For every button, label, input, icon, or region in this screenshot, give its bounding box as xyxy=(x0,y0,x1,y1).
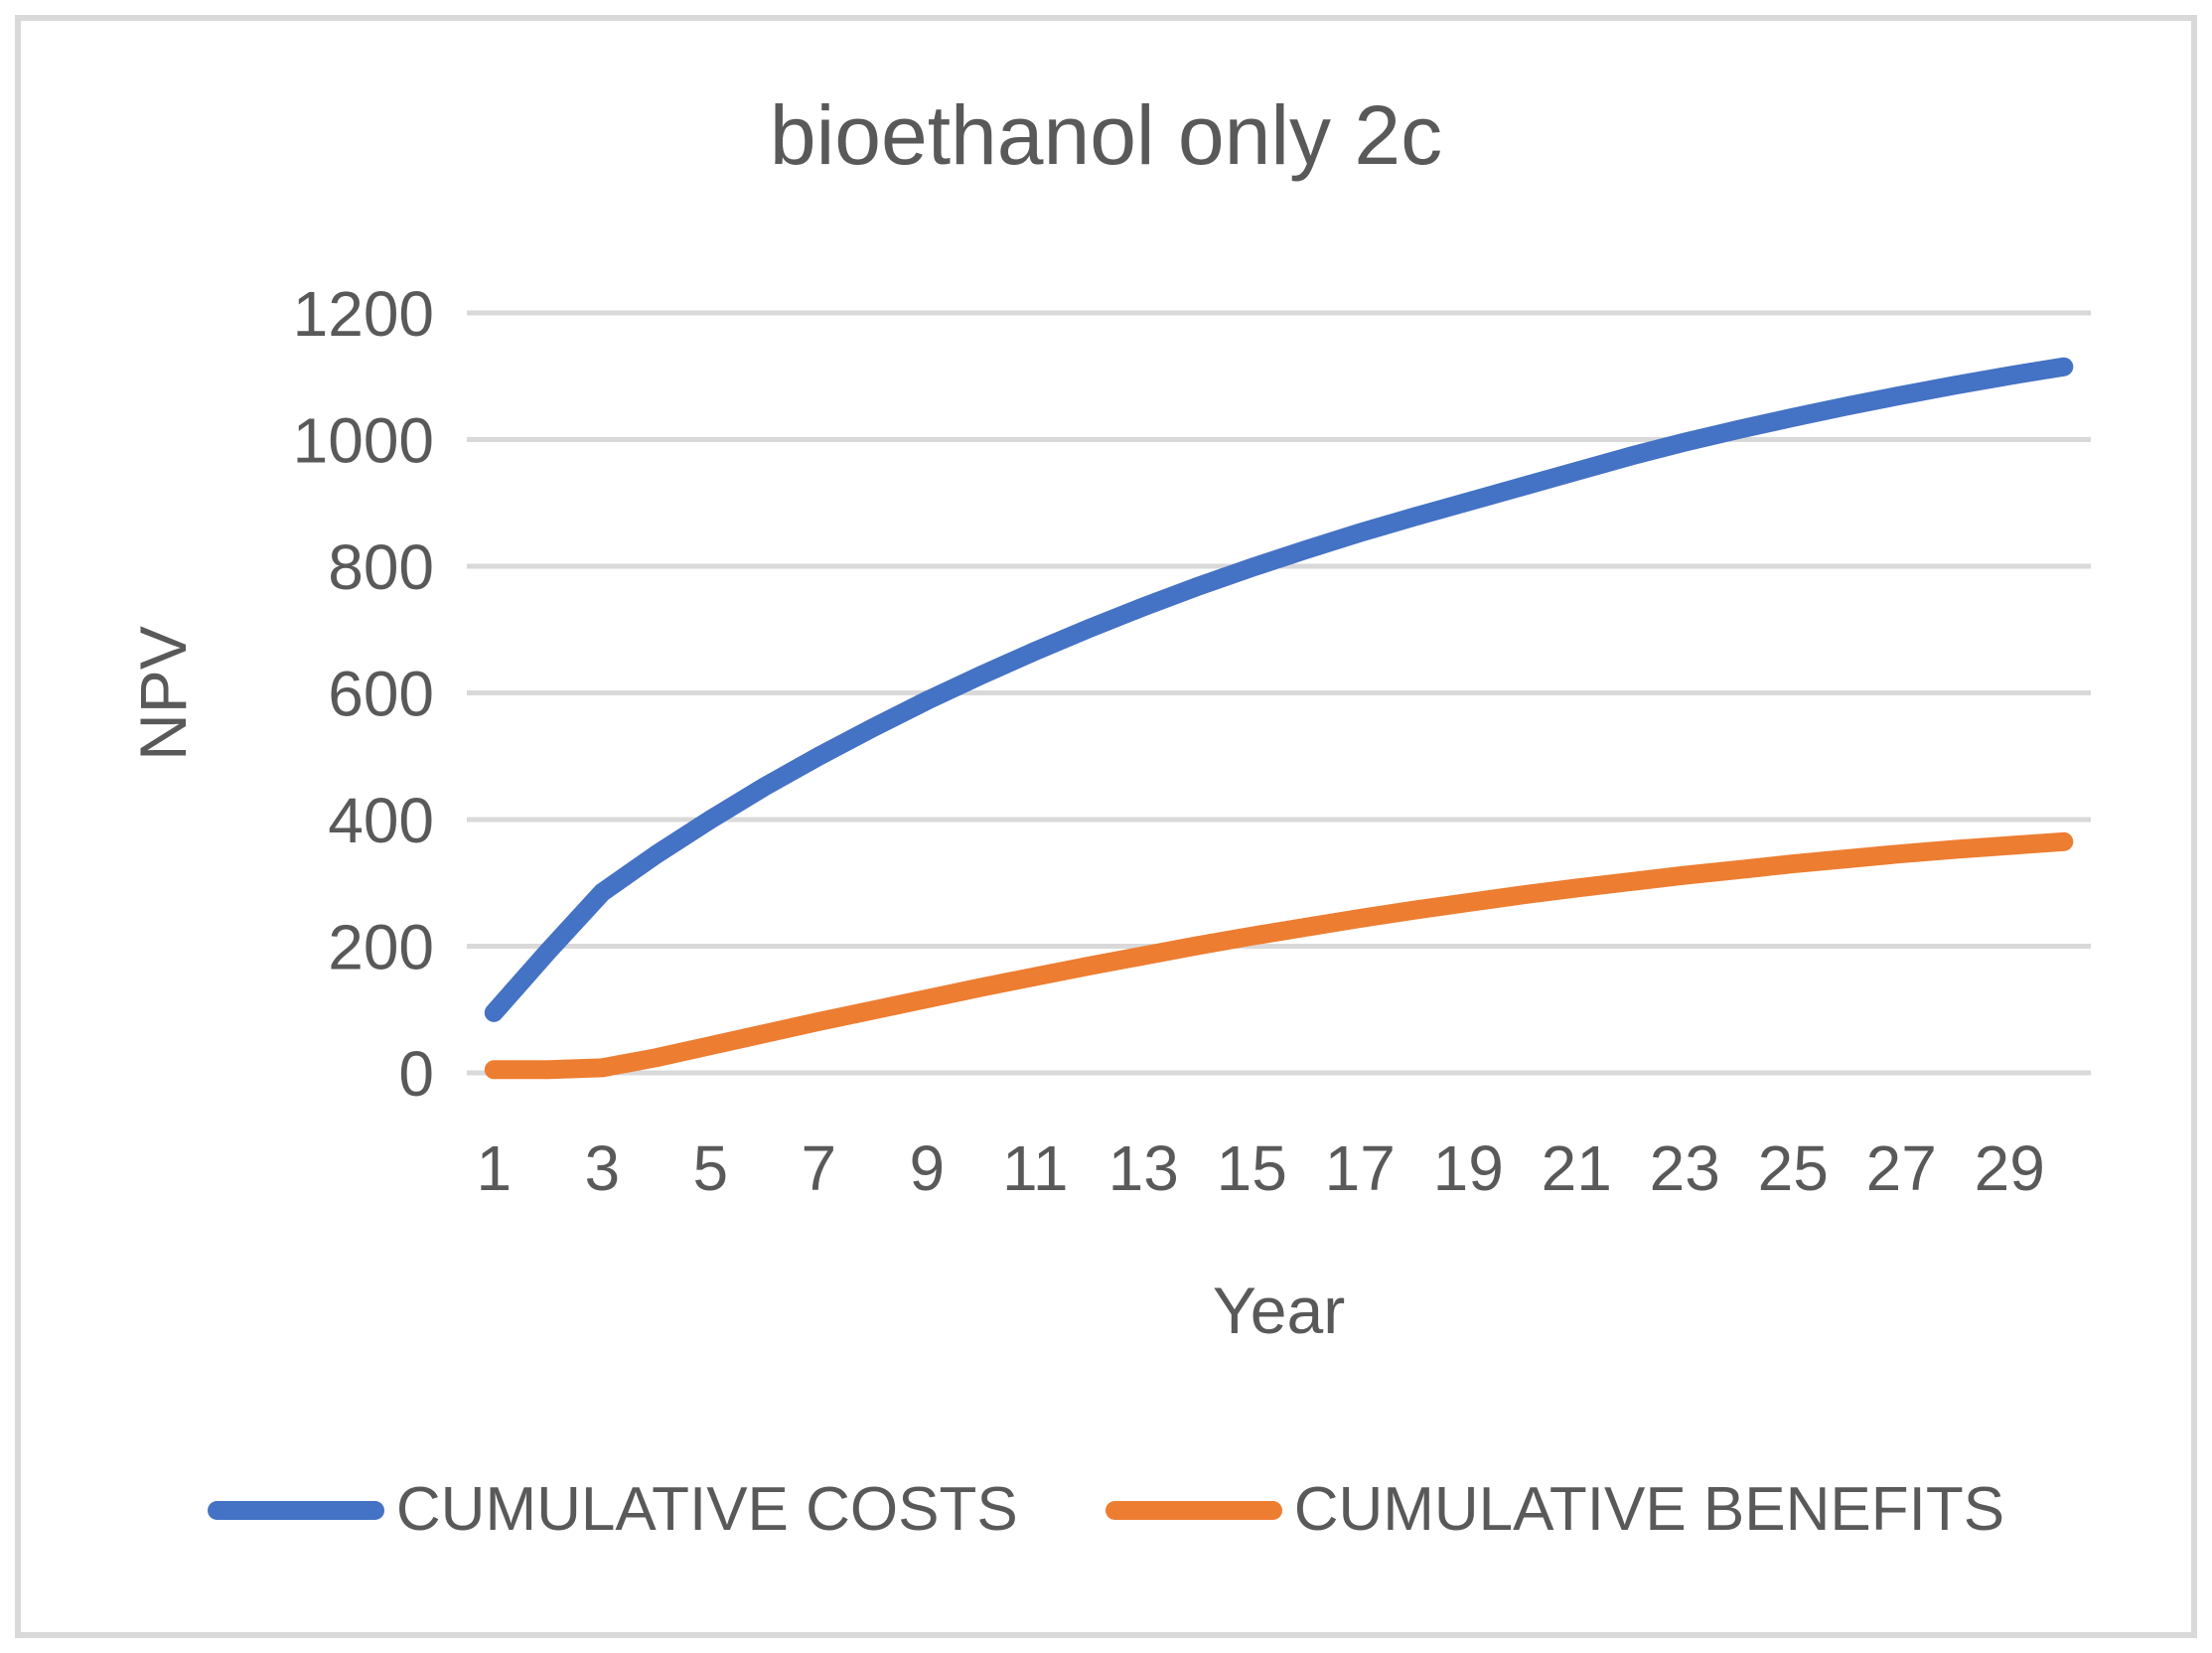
y-axis-title: NPV xyxy=(126,626,200,761)
x-tick-label: 9 xyxy=(909,1132,945,1204)
x-tick-label: 7 xyxy=(801,1132,836,1204)
x-tick-label: 11 xyxy=(1002,1132,1068,1204)
x-tick-label: 15 xyxy=(1217,1132,1287,1204)
legend-label-benefits: CUMULATIVE BENEFITS xyxy=(1293,1475,2005,1544)
x-tick-label: 1 xyxy=(476,1132,512,1204)
y-tick-label: 800 xyxy=(328,531,434,603)
legend-label-costs: CUMULATIVE COSTS xyxy=(395,1475,1018,1544)
y-tick-label: 400 xyxy=(328,785,434,856)
legend: CUMULATIVE COSTS CUMULATIVE BENEFITS xyxy=(0,1471,2212,1549)
y-tick-label: 200 xyxy=(328,912,434,983)
legend-item-cumulative-costs: CUMULATIVE COSTS xyxy=(207,1475,1018,1544)
legend-item-cumulative-benefits: CUMULATIVE BENEFITS xyxy=(1105,1475,2005,1544)
x-tick-label: 27 xyxy=(1866,1132,1937,1204)
chart-title: bioethanol only 2c xyxy=(769,88,1443,182)
legend-line-marker-costs xyxy=(207,1500,384,1520)
x-tick-label: 5 xyxy=(692,1132,728,1204)
y-tick-label: 0 xyxy=(398,1038,434,1110)
x-tick-label: 19 xyxy=(1433,1132,1504,1204)
x-tick-label: 21 xyxy=(1542,1132,1612,1204)
x-tick-label: 23 xyxy=(1650,1132,1720,1204)
x-tick-label: 25 xyxy=(1758,1132,1829,1204)
x-tick-label: 13 xyxy=(1108,1132,1179,1204)
y-tick-label: 1200 xyxy=(293,278,434,350)
y-tick-label: 600 xyxy=(328,659,434,730)
series-line-cumulative-costs xyxy=(484,357,2074,1022)
x-tick-label: 3 xyxy=(584,1132,620,1204)
x-tick-label: 17 xyxy=(1325,1132,1396,1204)
x-tick-label: 29 xyxy=(1975,1132,2045,1204)
x-axis-title: Year xyxy=(1213,1274,1345,1347)
y-tick-label: 1000 xyxy=(293,405,434,477)
legend-line-marker-benefits xyxy=(1105,1500,1282,1520)
series-line-cumulative-benefits xyxy=(484,831,2074,1080)
